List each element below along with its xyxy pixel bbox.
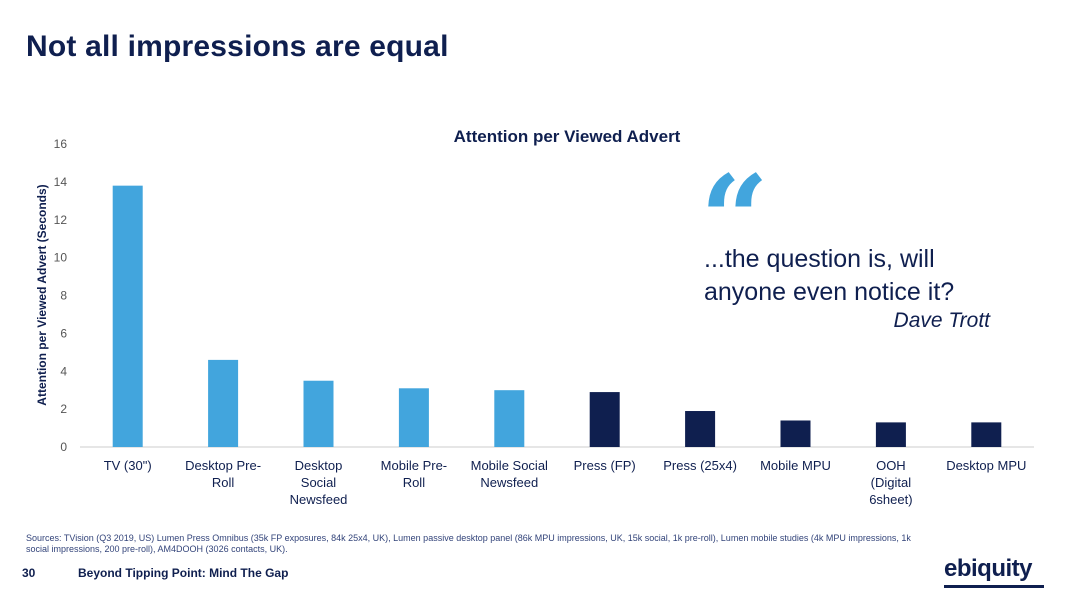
bar bbox=[398, 388, 429, 447]
ebiquity-logo: ebiquity bbox=[944, 555, 1033, 582]
y-tick-label: 16 bbox=[54, 137, 68, 151]
y-tick-label: 6 bbox=[60, 326, 67, 340]
quote-text: ...the question is, will anyone even not… bbox=[704, 245, 955, 306]
bar bbox=[494, 390, 525, 447]
slide-title: Not all impressions are equal bbox=[26, 30, 449, 63]
bar bbox=[208, 359, 239, 447]
bar bbox=[303, 380, 334, 447]
bar bbox=[875, 422, 906, 447]
y-tick-label: 12 bbox=[54, 213, 68, 227]
y-tick-label: 0 bbox=[60, 440, 67, 454]
bar bbox=[589, 392, 620, 447]
quote-author: Dave Trott bbox=[893, 309, 990, 332]
y-tick-label: 2 bbox=[60, 402, 67, 416]
y-axis-label: Attention per Viewed Advert (Seconds) bbox=[35, 184, 49, 405]
bar bbox=[780, 420, 811, 447]
x-tick-label: Press (25x4) bbox=[663, 458, 737, 473]
x-tick-label: Desktop Social Newsfeed bbox=[290, 458, 348, 507]
x-tick-label: Mobile Social Newsfeed bbox=[471, 458, 548, 490]
footer-title: Beyond Tipping Point: Mind The Gap bbox=[78, 566, 289, 580]
y-tick-label: 4 bbox=[60, 364, 67, 378]
x-tick-label: TV (30") bbox=[104, 458, 152, 473]
y-tick-label: 14 bbox=[54, 175, 68, 189]
sources-note: Sources: TVision (Q3 2019, US) Lumen Pre… bbox=[26, 533, 911, 554]
logo-underline bbox=[944, 585, 1044, 588]
y-tick-label: 10 bbox=[54, 251, 68, 265]
y-tick-label: 8 bbox=[60, 289, 67, 303]
bar bbox=[971, 422, 1002, 447]
page-number: 30 bbox=[22, 566, 36, 580]
x-tick-label: Desktop MPU bbox=[946, 458, 1026, 473]
chart-title: Attention per Viewed Advert bbox=[454, 127, 681, 146]
x-tick-label: Mobile Pre-Roll bbox=[381, 458, 447, 490]
bar bbox=[685, 411, 716, 447]
quote-mark-icon: “ bbox=[700, 149, 770, 290]
x-tick-label: Mobile MPU bbox=[760, 458, 831, 473]
x-tick-label: Desktop Pre-Roll bbox=[185, 458, 261, 490]
x-tick-label: OOH (Digital 6sheet) bbox=[869, 458, 912, 507]
bar bbox=[112, 185, 143, 447]
x-tick-label: Press (FP) bbox=[574, 458, 636, 473]
